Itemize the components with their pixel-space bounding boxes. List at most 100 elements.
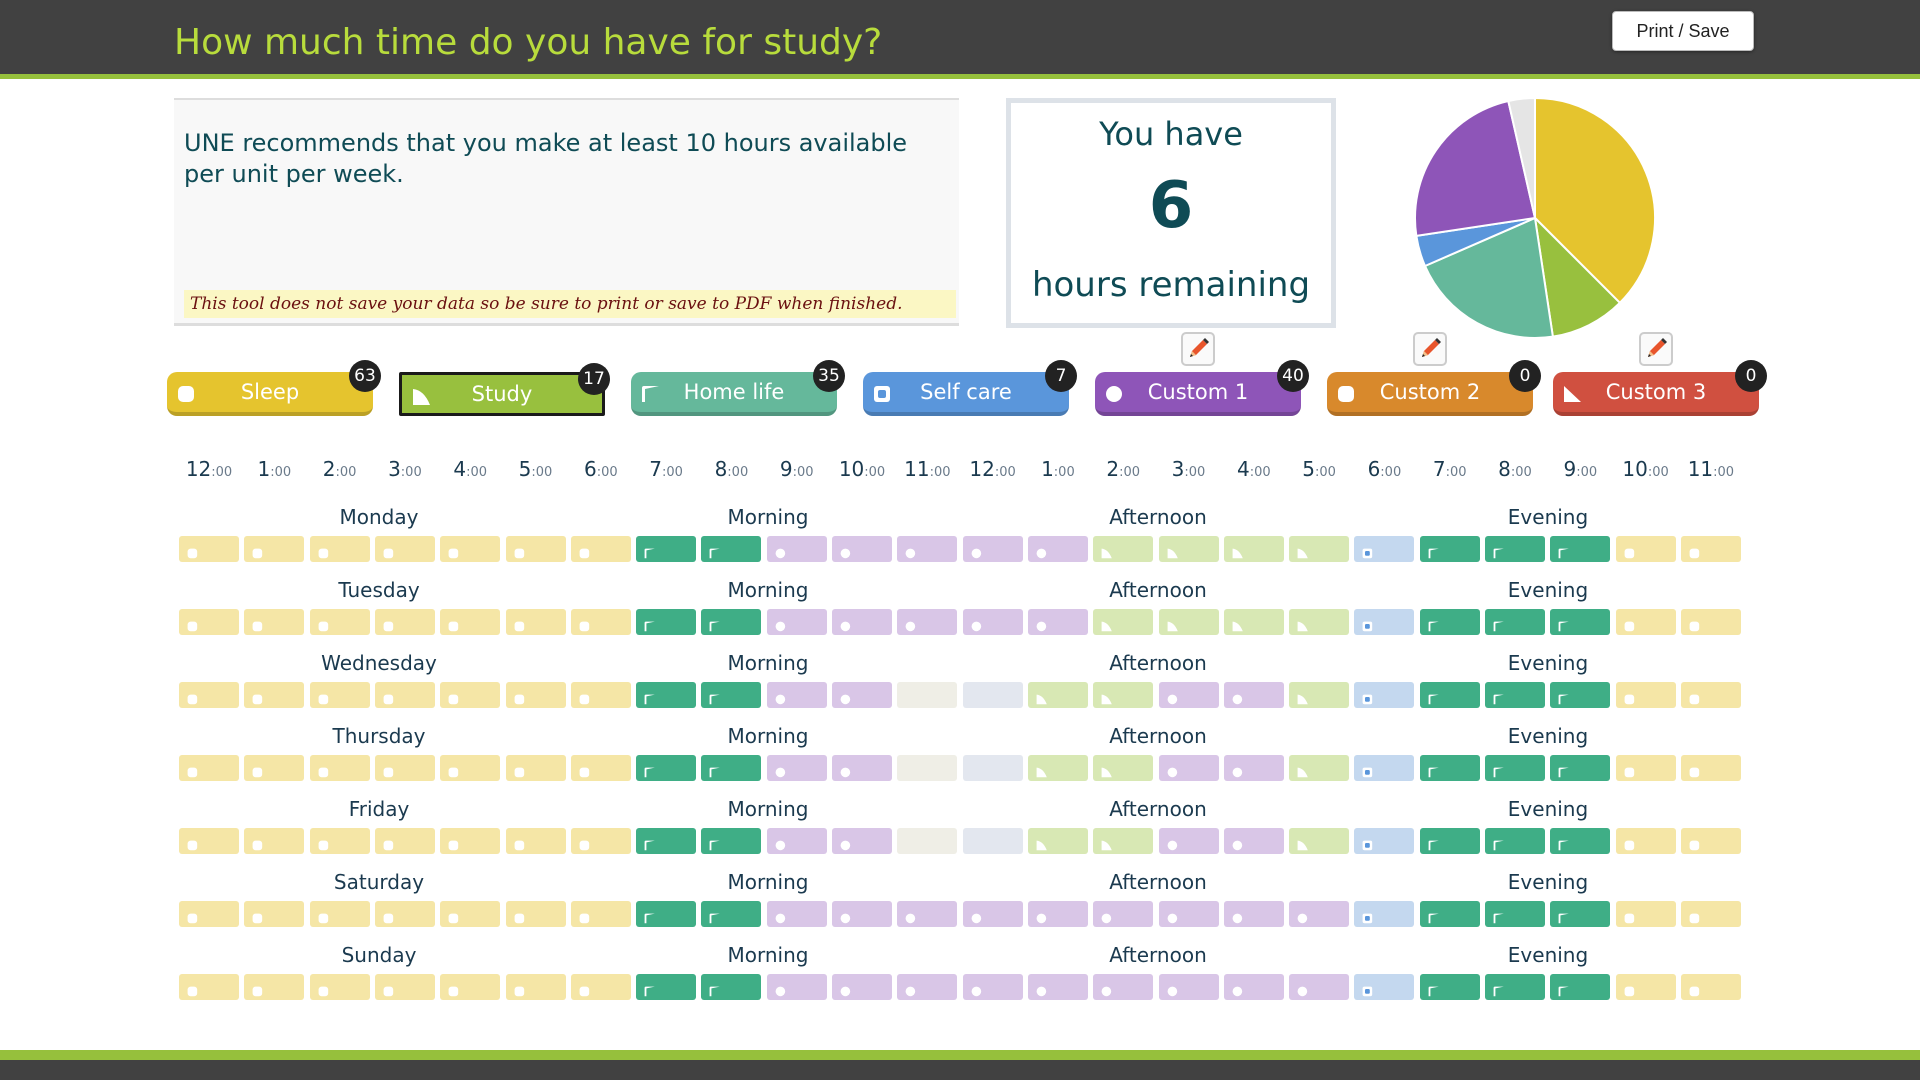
time-slot[interactable] — [1223, 755, 1284, 781]
time-slot[interactable] — [244, 974, 305, 1000]
time-slot[interactable] — [832, 828, 892, 854]
time-slot[interactable] — [505, 609, 566, 635]
time-slot[interactable] — [832, 609, 892, 635]
time-slot[interactable] — [1680, 974, 1741, 1000]
time-slot[interactable] — [1485, 682, 1545, 708]
category-study-button[interactable]: Study 17 — [399, 363, 610, 416]
time-slot[interactable] — [505, 536, 566, 562]
time-slot[interactable] — [1419, 974, 1480, 1000]
time-slot[interactable] — [570, 609, 631, 635]
time-slot[interactable] — [1419, 755, 1480, 781]
time-slot[interactable] — [832, 901, 892, 927]
time-slot[interactable] — [309, 901, 370, 927]
time-slot[interactable] — [766, 682, 827, 708]
time-slot[interactable] — [179, 536, 239, 562]
time-slot[interactable] — [1093, 974, 1154, 1000]
time-slot[interactable] — [1093, 828, 1154, 854]
category-self-button[interactable]: Self care 7 — [863, 360, 1077, 416]
time-slot[interactable] — [1550, 828, 1611, 854]
time-slot[interactable] — [766, 609, 827, 635]
time-slot[interactable] — [570, 974, 631, 1000]
time-slot[interactable] — [1615, 828, 1676, 854]
time-slot[interactable] — [1550, 536, 1611, 562]
time-slot[interactable] — [374, 901, 435, 927]
time-slot[interactable] — [1158, 755, 1219, 781]
time-slot[interactable] — [897, 536, 958, 562]
edit-c1-pencil-icon[interactable] — [1181, 332, 1215, 366]
time-slot[interactable] — [1485, 901, 1545, 927]
time-slot[interactable] — [309, 755, 370, 781]
time-slot[interactable] — [897, 828, 958, 854]
time-slot[interactable] — [374, 609, 435, 635]
time-slot[interactable] — [570, 682, 631, 708]
time-slot[interactable] — [1550, 974, 1611, 1000]
time-slot[interactable] — [1419, 901, 1480, 927]
time-slot[interactable] — [1093, 609, 1154, 635]
time-slot[interactable] — [897, 755, 958, 781]
time-slot[interactable] — [570, 828, 631, 854]
edit-c3-pencil-icon[interactable] — [1639, 332, 1673, 366]
time-slot[interactable] — [1158, 901, 1219, 927]
time-slot[interactable] — [1615, 901, 1676, 927]
time-slot[interactable] — [1419, 682, 1480, 708]
time-slot[interactable] — [1615, 974, 1676, 1000]
time-slot[interactable] — [1615, 536, 1676, 562]
time-slot[interactable] — [179, 901, 239, 927]
time-slot[interactable] — [897, 974, 958, 1000]
time-slot[interactable] — [244, 536, 305, 562]
time-slot[interactable] — [1615, 682, 1676, 708]
time-slot[interactable] — [962, 536, 1023, 562]
time-slot[interactable] — [374, 536, 435, 562]
time-slot[interactable] — [1289, 828, 1350, 854]
time-slot[interactable] — [1289, 901, 1350, 927]
time-slot[interactable] — [374, 974, 435, 1000]
time-slot[interactable] — [1354, 682, 1415, 708]
time-slot[interactable] — [309, 828, 370, 854]
time-slot[interactable] — [1680, 901, 1741, 927]
time-slot[interactable] — [570, 901, 631, 927]
time-slot[interactable] — [962, 755, 1023, 781]
time-slot[interactable] — [636, 901, 697, 927]
time-slot[interactable] — [309, 536, 370, 562]
time-slot[interactable] — [179, 828, 239, 854]
time-slot[interactable] — [374, 755, 435, 781]
time-slot[interactable] — [1158, 974, 1219, 1000]
time-slot[interactable] — [1093, 682, 1154, 708]
time-slot[interactable] — [962, 901, 1023, 927]
time-slot[interactable] — [309, 682, 370, 708]
time-slot[interactable] — [1419, 609, 1480, 635]
time-slot[interactable] — [1158, 828, 1219, 854]
time-slot[interactable] — [1485, 974, 1545, 1000]
time-slot[interactable] — [701, 609, 762, 635]
category-c2-button[interactable]: Custom 2 0 — [1327, 360, 1541, 416]
time-slot[interactable] — [505, 755, 566, 781]
time-slot[interactable] — [244, 682, 305, 708]
time-slot[interactable] — [832, 536, 892, 562]
time-slot[interactable] — [701, 974, 762, 1000]
time-slot[interactable] — [440, 536, 501, 562]
time-slot[interactable] — [701, 755, 762, 781]
time-slot[interactable] — [701, 828, 762, 854]
time-slot[interactable] — [766, 755, 827, 781]
time-slot[interactable] — [1223, 974, 1284, 1000]
time-slot[interactable] — [636, 682, 697, 708]
time-slot[interactable] — [1158, 682, 1219, 708]
time-slot[interactable] — [766, 901, 827, 927]
time-slot[interactable] — [1093, 901, 1154, 927]
time-slot[interactable] — [374, 682, 435, 708]
time-slot[interactable] — [1093, 755, 1154, 781]
time-slot[interactable] — [1550, 901, 1611, 927]
time-slot[interactable] — [505, 901, 566, 927]
time-slot[interactable] — [1027, 828, 1088, 854]
time-slot[interactable] — [179, 609, 239, 635]
time-slot[interactable] — [1027, 536, 1088, 562]
time-slot[interactable] — [1615, 609, 1676, 635]
time-slot[interactable] — [1485, 828, 1545, 854]
time-slot[interactable] — [832, 755, 892, 781]
time-slot[interactable] — [1289, 974, 1350, 1000]
time-slot[interactable] — [766, 828, 827, 854]
time-slot[interactable] — [440, 609, 501, 635]
time-slot[interactable] — [244, 755, 305, 781]
time-slot[interactable] — [1615, 755, 1676, 781]
time-slot[interactable] — [832, 682, 892, 708]
